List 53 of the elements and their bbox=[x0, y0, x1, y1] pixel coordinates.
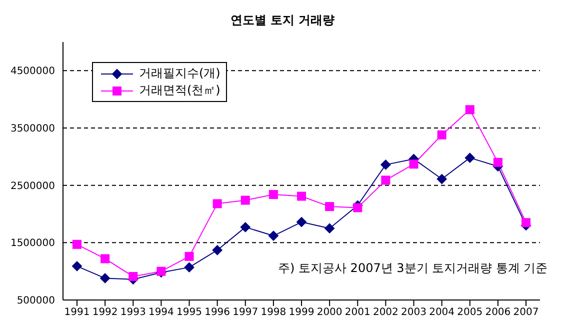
x-tick-label: 1991 bbox=[64, 307, 90, 318]
point bbox=[100, 254, 110, 264]
x-tick-label: 1994 bbox=[148, 307, 174, 318]
point bbox=[297, 192, 306, 201]
x-tick-label: 1996 bbox=[204, 307, 230, 318]
point bbox=[380, 160, 391, 170]
point bbox=[324, 223, 335, 234]
x-tick-label: 2006 bbox=[485, 307, 511, 318]
point bbox=[212, 199, 222, 208]
point bbox=[240, 222, 250, 232]
x-tick-label: 2005 bbox=[457, 307, 483, 318]
x-tick-label: 1993 bbox=[120, 307, 146, 318]
point bbox=[353, 203, 362, 212]
legend-label: 거래필지수(개) bbox=[139, 65, 220, 82]
point bbox=[72, 240, 82, 249]
point bbox=[72, 261, 82, 272]
point bbox=[437, 130, 446, 140]
y-tick-label: 500000 bbox=[16, 296, 55, 307]
x-tick-label: 2002 bbox=[372, 307, 398, 318]
x-tick-label: 1997 bbox=[232, 307, 258, 318]
y-tick-label: 3500000 bbox=[10, 124, 55, 135]
point bbox=[381, 176, 390, 185]
point bbox=[436, 174, 447, 184]
point bbox=[128, 272, 138, 281]
y-tick-label: 4500000 bbox=[10, 66, 55, 78]
chart-title: 연도별 토지 거래량 bbox=[229, 12, 336, 29]
point bbox=[212, 245, 222, 256]
y-tick-label: 1500000 bbox=[10, 238, 55, 250]
point bbox=[268, 230, 278, 241]
legend-label: 거래면적(천㎡) bbox=[139, 82, 220, 99]
point bbox=[522, 218, 530, 228]
point bbox=[409, 160, 418, 169]
x-tick-label: 1998 bbox=[260, 307, 286, 318]
point bbox=[268, 190, 278, 200]
point bbox=[184, 252, 194, 261]
point bbox=[100, 273, 110, 284]
x-tick-label: 2004 bbox=[429, 307, 455, 318]
point bbox=[296, 217, 306, 228]
x-tick-label: 2000 bbox=[316, 307, 342, 318]
point bbox=[464, 152, 475, 163]
x-tick-label: 2001 bbox=[344, 307, 370, 318]
annotation: 주) 토지공사 2007년 3분기 토지거래량 통계 기준 bbox=[278, 260, 548, 277]
point bbox=[493, 158, 502, 167]
x-tick-label: 1992 bbox=[92, 307, 118, 318]
x-tick-label: 1995 bbox=[176, 307, 202, 318]
point bbox=[240, 196, 250, 205]
x-tick-label: 2003 bbox=[401, 307, 426, 318]
point bbox=[465, 105, 474, 114]
point bbox=[325, 202, 334, 212]
x-tick-label: 1999 bbox=[288, 307, 314, 318]
x-tick-label: 2007 bbox=[513, 307, 539, 318]
point bbox=[184, 262, 194, 272]
y-tick-label: 2500000 bbox=[10, 180, 55, 192]
